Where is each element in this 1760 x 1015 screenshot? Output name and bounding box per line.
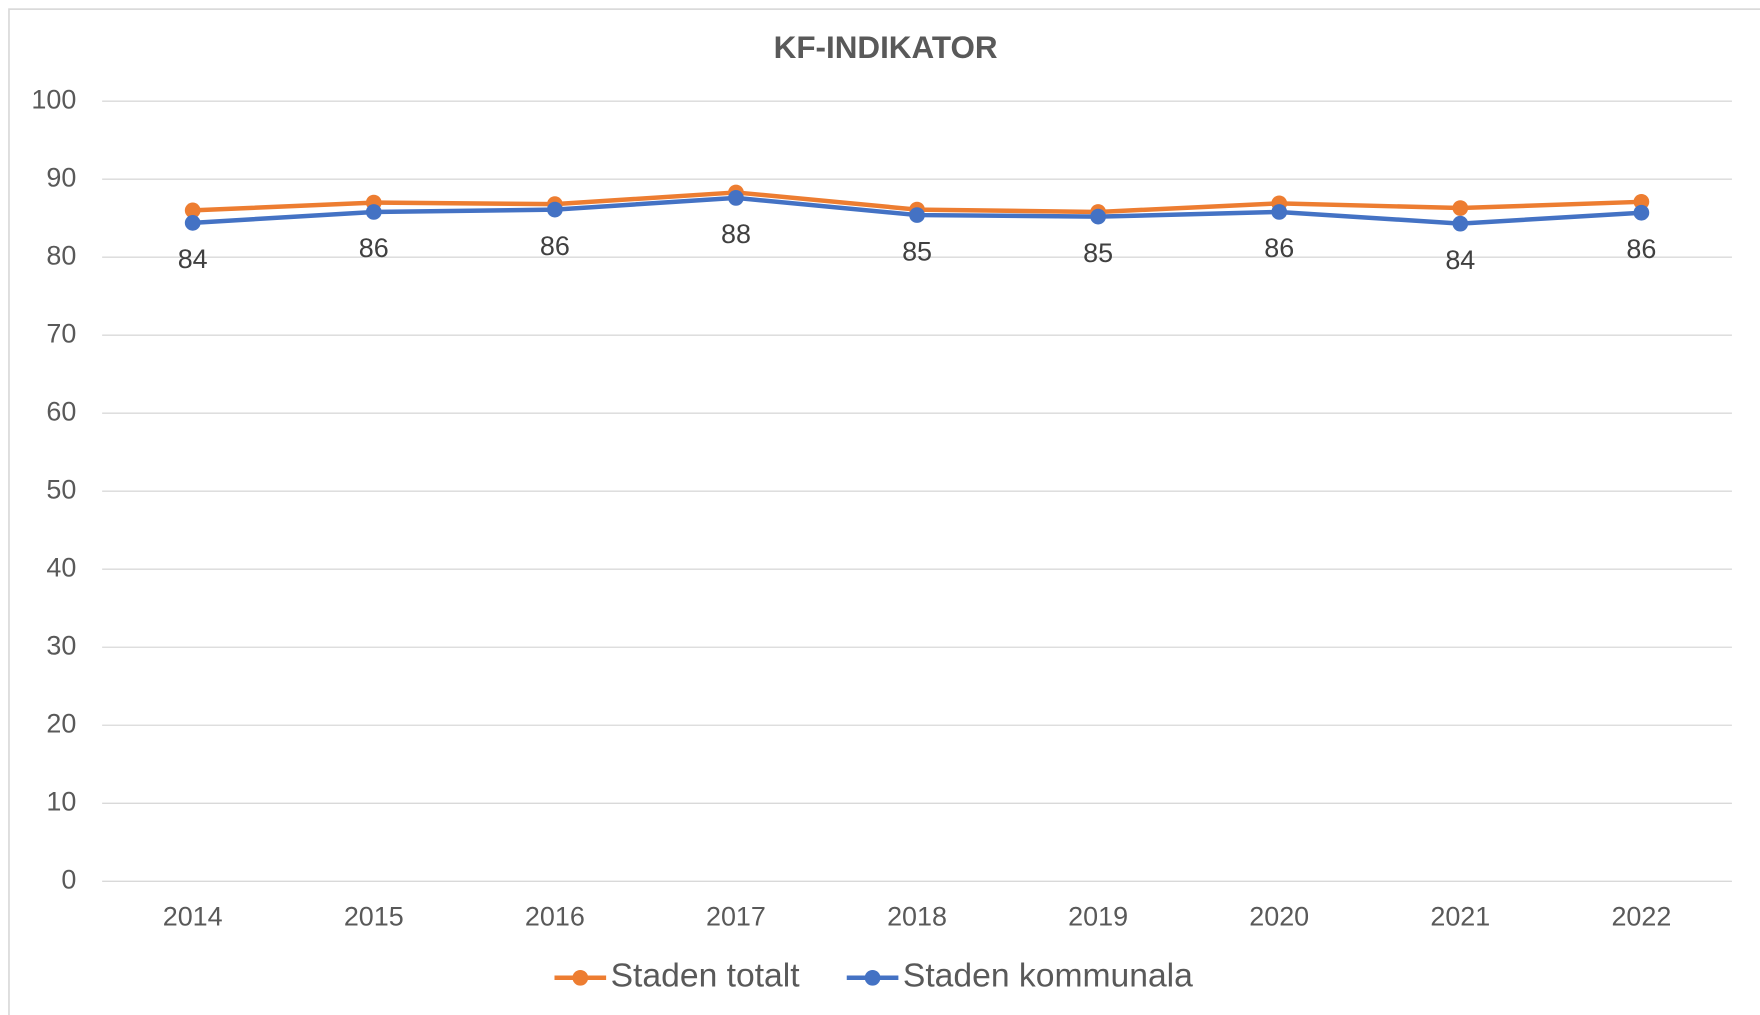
data-label: 85 [902,236,932,266]
point [1090,208,1106,225]
data-label: 88 [721,219,751,249]
point [1633,204,1650,221]
x-tick-label: 2019 [1068,901,1128,931]
point [1633,193,1650,210]
y-tick-label: 80 [46,240,76,270]
data-label: 86 [1626,234,1656,264]
x-tick-label: 2020 [1249,901,1309,931]
point [547,201,563,218]
legend-marker [572,969,589,986]
point [184,202,201,219]
x-tick-label: 2022 [1611,901,1671,931]
point [1452,200,1469,216]
data-label: 84 [178,244,208,274]
x-tick-label: 2016 [525,901,585,931]
data-label: 86 [359,233,389,263]
y-tick-label: 70 [46,318,76,348]
legend-label: Staden totalt [611,958,801,995]
legend-label: Staden kommunala [903,958,1193,995]
x-tick-label: 2018 [887,901,947,931]
y-tick-label: 40 [46,552,76,582]
data-label: 85 [1083,238,1113,268]
point [365,204,382,220]
x-tick-label: 2021 [1430,901,1490,931]
x-tick-label: 2015 [344,901,404,931]
point [1452,215,1469,232]
y-tick-label: 10 [46,786,76,816]
point [1271,204,1288,220]
point [728,190,744,206]
x-tick-label: 2017 [706,901,766,931]
y-tick-label: 0 [61,864,76,894]
chart-frame [8,8,1760,1015]
data-label: 86 [540,231,570,261]
chart-title: KF-INDIKATOR [774,30,998,65]
legend-marker [864,969,881,986]
data-label: 86 [1264,233,1294,263]
y-tick-label: 20 [46,708,76,738]
y-tick-label: 60 [46,396,76,426]
point [909,207,925,223]
y-tick-label: 30 [46,630,76,660]
data-label: 84 [1445,245,1475,275]
point [184,215,201,231]
y-tick-label: 100 [31,84,76,114]
x-tick-label: 2014 [163,901,223,931]
y-tick-label: 50 [46,474,76,504]
y-tick-label: 90 [46,162,76,192]
